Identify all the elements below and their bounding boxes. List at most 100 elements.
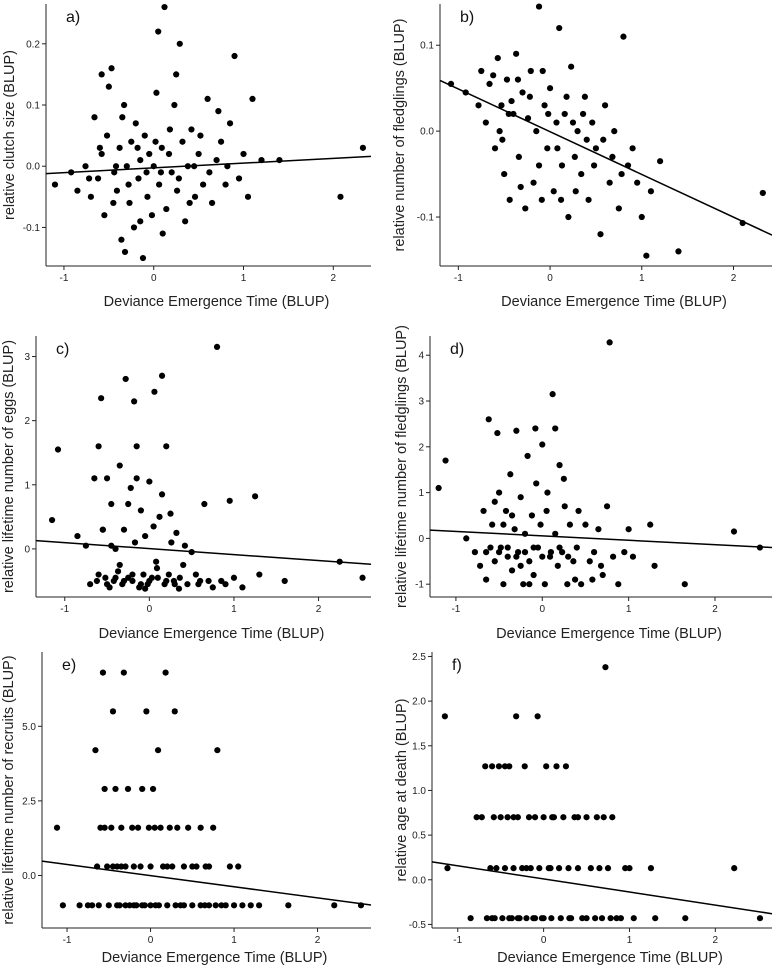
data-point xyxy=(506,196,513,203)
data-point xyxy=(120,526,128,533)
x-tick-label: 1 xyxy=(639,273,645,284)
data-point xyxy=(681,581,688,588)
panel-label: a) xyxy=(66,9,80,26)
data-point xyxy=(230,574,238,581)
data-point xyxy=(540,814,547,821)
scatter-points xyxy=(435,339,764,588)
data-point xyxy=(602,664,609,671)
data-point xyxy=(630,915,637,922)
data-point xyxy=(565,553,572,560)
data-point xyxy=(359,574,366,581)
data-point xyxy=(256,571,263,578)
data-point xyxy=(118,824,125,831)
data-point xyxy=(496,128,503,135)
data-point xyxy=(189,863,196,870)
data-point xyxy=(124,785,132,793)
data-point xyxy=(587,865,594,872)
panel-label: f) xyxy=(452,657,462,674)
data-point xyxy=(131,398,138,405)
data-point xyxy=(175,585,183,592)
data-point xyxy=(590,162,598,169)
data-point xyxy=(158,372,166,379)
data-point xyxy=(166,824,173,831)
data-point xyxy=(101,824,108,831)
data-point xyxy=(168,169,175,176)
y-axis-title: relative age at death (BLUP) xyxy=(394,699,410,882)
data-point xyxy=(530,179,537,186)
data-point xyxy=(559,549,566,556)
data-point xyxy=(585,196,592,203)
data-point xyxy=(105,902,112,909)
x-tick-label: -1 xyxy=(60,273,69,284)
data-point xyxy=(482,119,489,126)
x-tick-label: 2 xyxy=(712,604,718,615)
data-point xyxy=(513,713,520,720)
data-point xyxy=(541,102,548,109)
panel-f: -1 0 1 2 -0.5 0.0 0.5 1.0 1.5 2.0 2.5 f) Deviance Em… xyxy=(394,652,772,966)
data-point xyxy=(99,669,107,676)
data-point xyxy=(560,475,567,482)
data-point xyxy=(506,915,513,922)
data-point xyxy=(589,576,596,583)
data-point xyxy=(155,902,163,909)
data-point xyxy=(205,577,212,585)
data-point xyxy=(102,574,109,581)
data-point xyxy=(200,181,207,188)
data-point xyxy=(546,85,554,92)
data-point xyxy=(554,145,561,152)
data-point xyxy=(528,512,536,519)
data-point xyxy=(165,150,173,158)
data-point xyxy=(442,457,449,464)
data-point xyxy=(483,549,490,556)
panel-a: -1 0 1 2 -0.1 0.0 0.1 0.2 a) Deviance Emergence T… xyxy=(2,3,372,310)
data-point xyxy=(526,581,533,588)
data-point xyxy=(615,581,622,588)
data-point xyxy=(48,516,56,524)
y-tick-label: 0 xyxy=(24,544,30,555)
data-point xyxy=(139,902,146,909)
y-tick-label: 2 xyxy=(24,416,30,427)
data-point xyxy=(629,145,636,152)
data-point xyxy=(147,863,154,870)
data-point xyxy=(235,175,243,182)
data-point xyxy=(617,915,624,922)
x-tick-label: 0 xyxy=(547,273,553,284)
data-point xyxy=(185,824,192,831)
data-point xyxy=(125,181,132,188)
x-tick-label: 2 xyxy=(315,935,321,946)
x-tick-label: -1 xyxy=(453,935,462,946)
y-tick-label: 3 xyxy=(418,397,424,408)
data-point xyxy=(504,553,511,560)
data-point xyxy=(197,824,204,831)
data-point xyxy=(171,581,178,588)
data-point xyxy=(125,500,132,508)
data-point xyxy=(566,915,573,922)
data-point xyxy=(135,175,142,182)
data-point xyxy=(143,708,150,715)
data-point xyxy=(471,549,479,556)
x-tick-label: 1 xyxy=(626,604,632,615)
data-point xyxy=(91,475,98,482)
data-point xyxy=(118,863,125,870)
data-point xyxy=(566,521,574,528)
data-point xyxy=(511,526,518,533)
data-point xyxy=(137,507,144,514)
data-point xyxy=(531,915,539,922)
data-point xyxy=(441,713,448,720)
data-point xyxy=(151,824,158,831)
y-axis-title: relative clutch size (BLUP) xyxy=(2,50,18,220)
data-point xyxy=(118,236,125,243)
y-tick-label: 0.0 xyxy=(26,162,40,173)
data-point xyxy=(675,248,682,255)
data-point xyxy=(139,785,146,793)
data-point xyxy=(186,199,193,207)
data-point xyxy=(126,199,133,207)
data-point xyxy=(167,510,174,517)
data-point xyxy=(498,102,505,109)
y-tick-label: 3 xyxy=(24,352,30,363)
panel-e: -1 0 1 2 0.0 2.5 5.0 e) Deviance Emergence Time … xyxy=(1,652,372,966)
data-point xyxy=(730,528,738,535)
data-point xyxy=(51,181,59,188)
data-point xyxy=(212,902,219,909)
data-point xyxy=(622,865,629,872)
